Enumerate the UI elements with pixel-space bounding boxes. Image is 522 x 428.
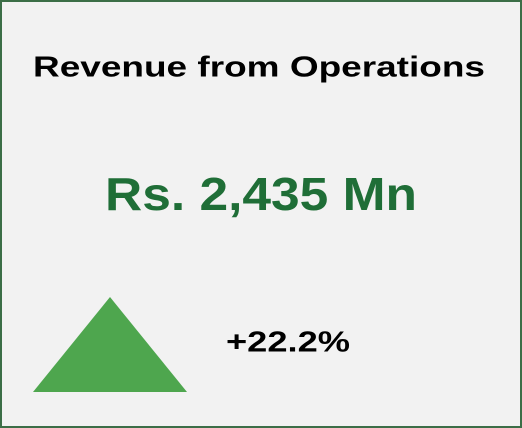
card-value: Rs. 2,435 Mn bbox=[105, 168, 417, 220]
card-change: +22.2% bbox=[226, 327, 350, 359]
up-triangle-icon bbox=[33, 297, 187, 392]
card-title: Revenue from Operations bbox=[33, 52, 485, 84]
